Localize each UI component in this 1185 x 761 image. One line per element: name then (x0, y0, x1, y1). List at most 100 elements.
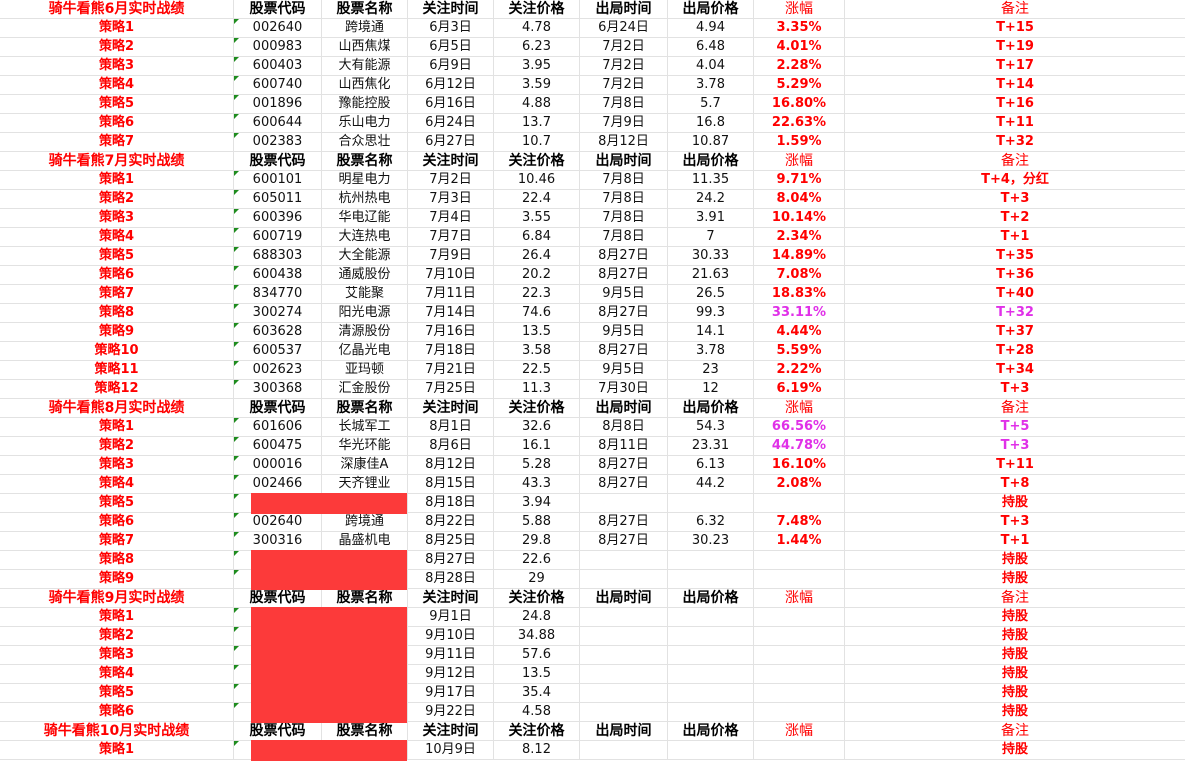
cell-gain[interactable]: 9.71% (754, 171, 845, 189)
cell-in-price[interactable]: 10.46 (494, 171, 580, 189)
cell-name[interactable]: 汇金股份 (322, 380, 408, 398)
strategy-label[interactable]: 策略2 (0, 437, 234, 455)
cell-note[interactable]: 持股 (1001, 495, 1028, 510)
cell-note[interactable]: T+5 (1000, 419, 1030, 434)
cell-out-date[interactable] (580, 551, 668, 569)
cell-note[interactable]: T+3 (1000, 191, 1030, 206)
cell-gain[interactable]: 7.48% (754, 513, 845, 531)
cell-out-date[interactable] (580, 608, 668, 626)
header-code[interactable]: 股票代码 (234, 589, 322, 607)
strategy-label[interactable]: 策略3 (0, 646, 234, 664)
strategy-label[interactable]: 策略6 (0, 114, 234, 132)
strategy-label[interactable]: 策略7 (0, 532, 234, 550)
cell-note[interactable]: 持股 (1001, 552, 1028, 567)
cell-out-price[interactable]: 6.13 (668, 456, 754, 474)
cell-code[interactable]: 002640 (234, 19, 322, 37)
cell-out-date[interactable]: 7月8日 (580, 228, 668, 246)
cell-out-price[interactable]: 30.23 (668, 532, 754, 550)
cell-gain[interactable] (754, 494, 845, 512)
cell-in-date[interactable]: 7月21日 (408, 361, 494, 379)
cell-out-date[interactable]: 7月8日 (580, 209, 668, 227)
cell-gain[interactable]: 14.89% (754, 247, 845, 265)
cell-in-price[interactable]: 11.3 (494, 380, 580, 398)
header-gain[interactable]: 涨幅 (754, 0, 845, 18)
cell-in-price[interactable]: 6.23 (494, 38, 580, 56)
cell-note[interactable]: T+35 (996, 248, 1034, 263)
cell-name[interactable] (322, 551, 408, 569)
cell-in-price[interactable]: 5.28 (494, 456, 580, 474)
cell-out-price[interactable] (668, 570, 754, 588)
cell-gain[interactable]: 4.44% (754, 323, 845, 341)
header-out-date[interactable]: 出局时间 (580, 0, 668, 18)
cell-in-price[interactable]: 8.12 (494, 741, 580, 759)
cell-in-price[interactable]: 57.6 (494, 646, 580, 664)
cell-gain[interactable]: 3.35% (754, 19, 845, 37)
header-out-date[interactable]: 出局时间 (580, 722, 668, 740)
cell-out-date[interactable]: 8月27日 (580, 475, 668, 493)
cell-in-price[interactable]: 22.3 (494, 285, 580, 303)
cell-note[interactable]: T+28 (996, 343, 1034, 358)
cell-gain[interactable]: 6.19% (754, 380, 845, 398)
cell-name[interactable]: 跨境通 (322, 513, 408, 531)
cell-note[interactable]: T+4，分红 (981, 172, 1049, 187)
cell-in-date[interactable]: 7月9日 (408, 247, 494, 265)
cell-gain[interactable]: 10.14% (754, 209, 845, 227)
cell-gain[interactable] (754, 551, 845, 569)
cell-out-date[interactable]: 7月2日 (580, 38, 668, 56)
cell-code[interactable]: 600396 (234, 209, 322, 227)
cell-in-date[interactable]: 9月11日 (408, 646, 494, 664)
strategy-label[interactable]: 策略1 (0, 608, 234, 626)
header-out-price[interactable]: 出局价格 (668, 589, 754, 607)
cell-name[interactable] (322, 703, 408, 721)
cell-in-date[interactable]: 9月10日 (408, 627, 494, 645)
header-out-price[interactable]: 出局价格 (668, 722, 754, 740)
strategy-label[interactable]: 策略7 (0, 285, 234, 303)
cell-gain[interactable]: 1.59% (754, 133, 845, 151)
cell-in-date[interactable]: 9月1日 (408, 608, 494, 626)
cell-code[interactable]: 000016 (234, 456, 322, 474)
cell-in-price[interactable]: 10.7 (494, 133, 580, 151)
cell-out-date[interactable]: 9月5日 (580, 285, 668, 303)
cell-out-price[interactable]: 3.78 (668, 342, 754, 360)
header-out-date[interactable]: 出局时间 (580, 152, 668, 170)
cell-out-price[interactable]: 16.8 (668, 114, 754, 132)
cell-out-price[interactable] (668, 703, 754, 721)
cell-in-date[interactable]: 7月10日 (408, 266, 494, 284)
strategy-label[interactable]: 策略4 (0, 665, 234, 683)
strategy-label[interactable]: 策略2 (0, 627, 234, 645)
cell-gain[interactable]: 16.80% (754, 95, 845, 113)
cell-name[interactable]: 明星电力 (322, 171, 408, 189)
cell-gain[interactable]: 18.83% (754, 285, 845, 303)
cell-gain[interactable] (754, 665, 845, 683)
cell-code[interactable]: 600537 (234, 342, 322, 360)
cell-out-date[interactable]: 7月2日 (580, 57, 668, 75)
cell-in-price[interactable]: 13.5 (494, 323, 580, 341)
cell-in-price[interactable]: 22.4 (494, 190, 580, 208)
cell-in-date[interactable]: 9月17日 (408, 684, 494, 702)
cell-in-date[interactable]: 8月18日 (408, 494, 494, 512)
strategy-label[interactable]: 策略12 (0, 380, 234, 398)
cell-out-date[interactable]: 8月8日 (580, 418, 668, 436)
strategy-label[interactable]: 策略2 (0, 190, 234, 208)
cell-out-price[interactable]: 26.5 (668, 285, 754, 303)
cell-in-date[interactable]: 7月16日 (408, 323, 494, 341)
cell-name[interactable]: 亿晶光电 (322, 342, 408, 360)
header-name[interactable]: 股票名称 (322, 0, 408, 18)
header-in-price[interactable]: 关注价格 (494, 399, 580, 417)
cell-code[interactable]: 001896 (234, 95, 322, 113)
cell-code[interactable]: 600403 (234, 57, 322, 75)
header-in-date[interactable]: 关注时间 (408, 152, 494, 170)
header-note[interactable]: 备注 (1001, 1, 1029, 17)
cell-name[interactable]: 杭州热电 (322, 190, 408, 208)
cell-note[interactable]: T+3 (1000, 381, 1030, 396)
header-in-date[interactable]: 关注时间 (408, 399, 494, 417)
cell-in-date[interactable]: 7月4日 (408, 209, 494, 227)
cell-note[interactable]: T+1 (1000, 229, 1030, 244)
cell-in-date[interactable]: 8月15日 (408, 475, 494, 493)
header-name[interactable]: 股票名称 (322, 722, 408, 740)
section-title[interactable]: 骑牛看熊10月实时战绩 (0, 722, 234, 740)
header-gain[interactable]: 涨幅 (754, 722, 845, 740)
cell-out-price[interactable]: 4.04 (668, 57, 754, 75)
cell-out-price[interactable]: 99.3 (668, 304, 754, 322)
header-in-price[interactable]: 关注价格 (494, 589, 580, 607)
